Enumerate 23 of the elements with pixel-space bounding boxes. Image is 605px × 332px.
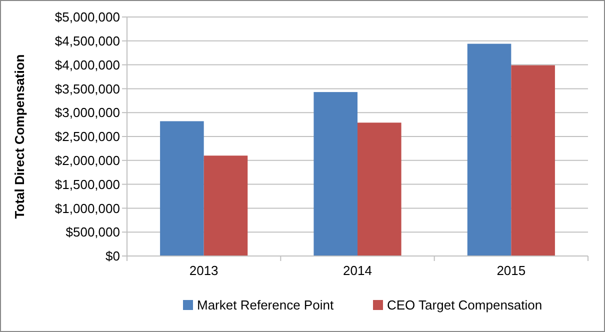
bar — [314, 92, 358, 256]
x-tick-label: 2015 — [496, 263, 526, 278]
y-tick-label: $1,000,000 — [54, 200, 120, 216]
x-tick-label: 2014 — [343, 263, 372, 278]
y-tick-label: $5,000,000 — [54, 10, 120, 25]
y-tick-label: $3,500,000 — [54, 81, 120, 96]
y-tick-label: $2,500,000 — [54, 129, 120, 144]
bar — [160, 121, 204, 256]
x-tick-label: 2013 — [189, 263, 218, 278]
bar — [358, 122, 402, 256]
legend-label: Market Reference Point — [197, 298, 334, 313]
y-axis-title: Total Direct Compensation — [12, 54, 27, 219]
y-tick-label: $3,000,000 — [54, 105, 120, 120]
bar — [467, 44, 512, 256]
y-tick-label: $500,000 — [66, 224, 120, 240]
y-tick-label: $0 — [106, 248, 120, 264]
bar — [511, 65, 555, 256]
y-tick-label: $1,500,000 — [54, 176, 120, 192]
y-tick-label: $4,500,000 — [54, 33, 120, 48]
y-tick-label: $4,000,000 — [54, 57, 120, 72]
legend-label: CEO Target Compensation — [387, 298, 542, 313]
bar — [204, 156, 248, 256]
y-tick-label: $2,000,000 — [54, 152, 120, 168]
